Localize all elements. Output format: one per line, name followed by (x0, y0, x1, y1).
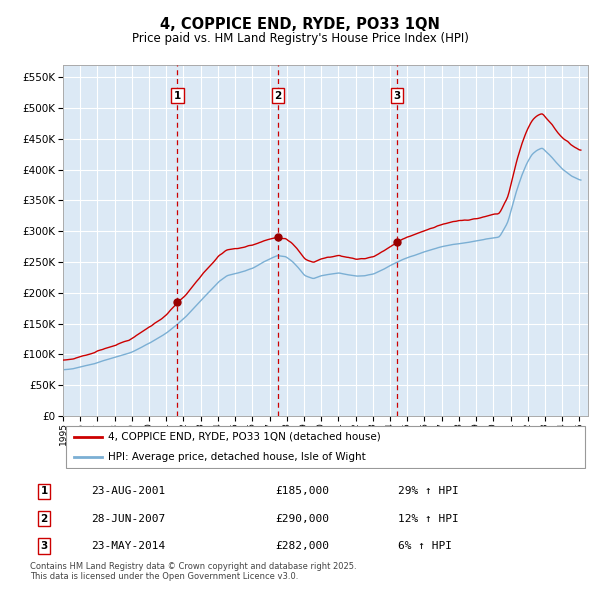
Text: 2: 2 (40, 514, 47, 524)
Text: HPI: Average price, detached house, Isle of Wight: HPI: Average price, detached house, Isle… (107, 452, 365, 462)
Text: 4, COPPICE END, RYDE, PO33 1QN: 4, COPPICE END, RYDE, PO33 1QN (160, 17, 440, 31)
Text: 4, COPPICE END, RYDE, PO33 1QN (detached house): 4, COPPICE END, RYDE, PO33 1QN (detached… (107, 432, 380, 442)
Text: 3: 3 (393, 91, 400, 101)
Text: 3: 3 (40, 541, 47, 551)
Text: 1: 1 (173, 91, 181, 101)
FancyBboxPatch shape (65, 426, 586, 468)
Text: 12% ↑ HPI: 12% ↑ HPI (398, 514, 459, 524)
Text: 6% ↑ HPI: 6% ↑ HPI (398, 541, 452, 551)
Text: 23-MAY-2014: 23-MAY-2014 (91, 541, 166, 551)
Text: 29% ↑ HPI: 29% ↑ HPI (398, 487, 459, 496)
Text: 28-JUN-2007: 28-JUN-2007 (91, 514, 166, 524)
Text: Contains HM Land Registry data © Crown copyright and database right 2025.
This d: Contains HM Land Registry data © Crown c… (30, 562, 356, 581)
Text: 1: 1 (40, 487, 47, 496)
Text: Price paid vs. HM Land Registry's House Price Index (HPI): Price paid vs. HM Land Registry's House … (131, 32, 469, 45)
Text: £290,000: £290,000 (275, 514, 329, 524)
Text: 2: 2 (274, 91, 281, 101)
Text: 23-AUG-2001: 23-AUG-2001 (91, 487, 166, 496)
Text: £185,000: £185,000 (275, 487, 329, 496)
Text: £282,000: £282,000 (275, 541, 329, 551)
